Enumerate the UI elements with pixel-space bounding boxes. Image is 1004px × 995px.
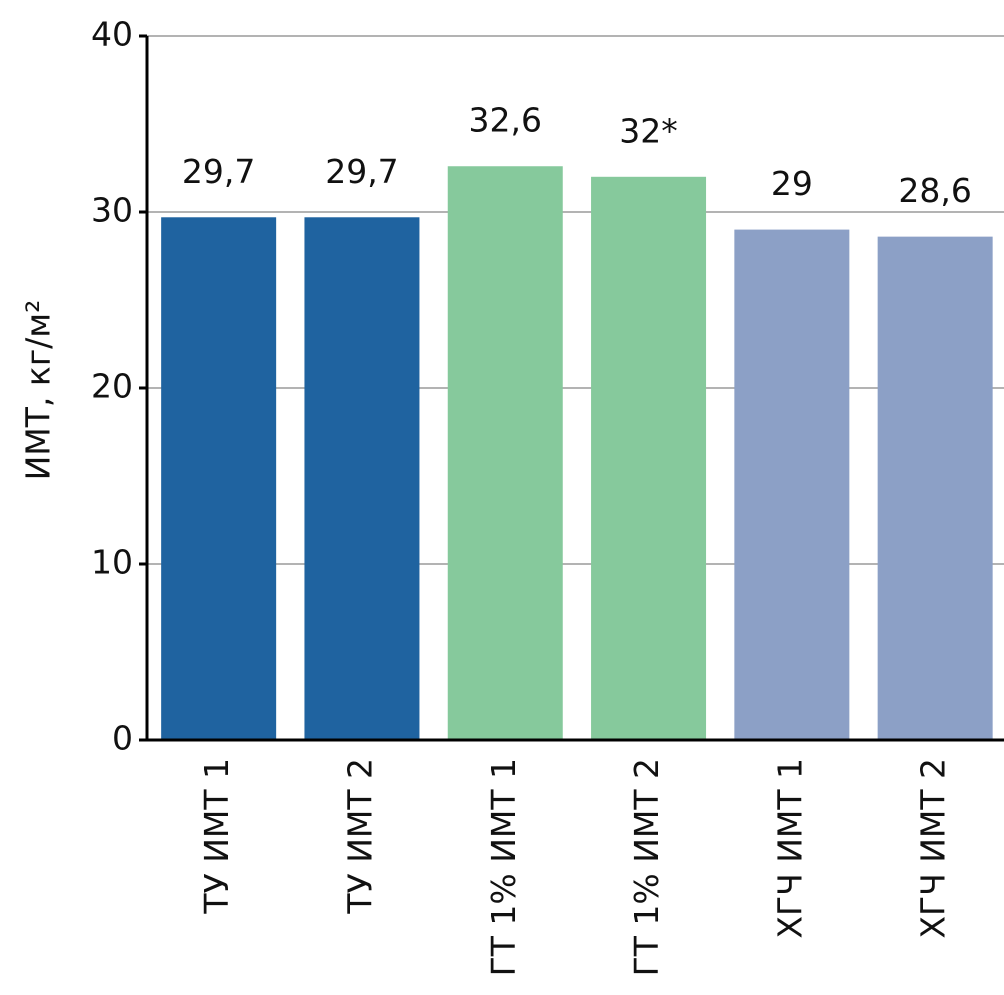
x-tick-label: ТУ ИМТ 2 bbox=[340, 758, 379, 915]
value-label: 29,7 bbox=[325, 152, 398, 191]
x-tick-label: ТУ ИМТ 1 bbox=[197, 758, 236, 915]
y-tick-label: 30 bbox=[91, 191, 133, 230]
bar bbox=[734, 229, 850, 740]
bar bbox=[447, 166, 563, 741]
x-tick-label: ХГЧ ИМТ 1 bbox=[770, 758, 809, 939]
bar bbox=[877, 236, 993, 740]
x-tick-label: ГТ 1% ИМТ 2 bbox=[627, 758, 666, 976]
value-label: 28,6 bbox=[898, 171, 971, 210]
bar bbox=[161, 217, 277, 740]
y-axis-label: ИМТ, кг/м² bbox=[19, 300, 58, 481]
value-label: 29 bbox=[771, 164, 813, 203]
bar bbox=[591, 176, 707, 741]
y-tick-label: 0 bbox=[112, 719, 133, 758]
y-tick-label: 40 bbox=[91, 15, 133, 54]
y-tick-label: 20 bbox=[91, 367, 133, 406]
value-label: 32,6 bbox=[469, 101, 542, 140]
value-label: 32* bbox=[619, 111, 678, 150]
x-tick-label: ГТ 1% ИМТ 1 bbox=[484, 758, 523, 976]
bar bbox=[304, 217, 420, 740]
value-label: 29,7 bbox=[182, 152, 255, 191]
y-tick-label: 10 bbox=[91, 543, 133, 582]
x-tick-label: ХГЧ ИМТ 2 bbox=[914, 758, 953, 939]
